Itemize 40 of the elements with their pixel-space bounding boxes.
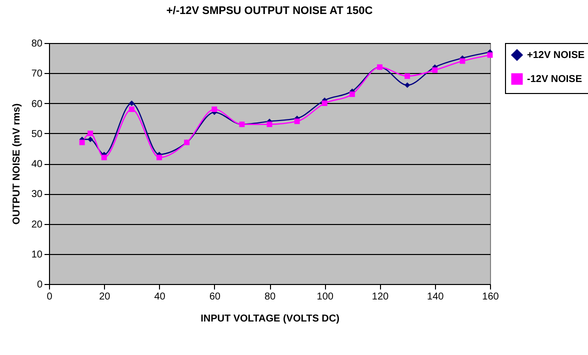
x-tick-label: 120 (372, 292, 390, 302)
point (460, 58, 466, 64)
y-tick-label: 70 (31, 68, 43, 80)
y-tick-label: 0 (36, 280, 43, 290)
x-axis-title: INPUT VOLTAGE (VOLTS DC) (200, 314, 340, 324)
point (404, 73, 410, 79)
point (156, 154, 162, 160)
point (212, 106, 218, 112)
legend-label: -12V NOISE (527, 74, 582, 85)
point (349, 91, 355, 97)
x-tick-label: 80 (264, 292, 276, 302)
x-tick-label: 20 (99, 292, 111, 302)
y-tick-label: 60 (31, 98, 43, 110)
point (101, 154, 107, 160)
y-tick-label: 30 (31, 189, 43, 200)
point (294, 118, 300, 124)
y-tick-label: 40 (31, 159, 43, 170)
point (79, 140, 85, 146)
legend-label: +12V NOISE (527, 50, 585, 61)
x-tick-label: 160 (482, 292, 500, 302)
y-tick-label: 10 (31, 249, 43, 260)
chart-title: +/-12V SMPSU OUTPUT NOISE AT 150C (166, 5, 373, 17)
x-tick-label: 140 (427, 292, 444, 302)
y-axis-title: OUTPUT NOISE (mV rms) (11, 103, 22, 225)
y-tick-label: 80 (31, 38, 43, 50)
point (404, 82, 410, 88)
point (432, 67, 438, 73)
point (128, 106, 134, 112)
y-tick-label: 20 (31, 219, 43, 230)
point (322, 100, 328, 106)
point (88, 130, 94, 136)
x-tick-label: 60 (209, 292, 221, 302)
point (487, 52, 493, 58)
point (266, 122, 272, 128)
x-tick-label: 40 (154, 292, 166, 302)
x-tick-label: 0 (46, 292, 53, 302)
point (128, 100, 134, 106)
point (88, 136, 94, 142)
y-tick-label: 50 (31, 128, 43, 140)
x-tick-label: 100 (316, 292, 334, 302)
